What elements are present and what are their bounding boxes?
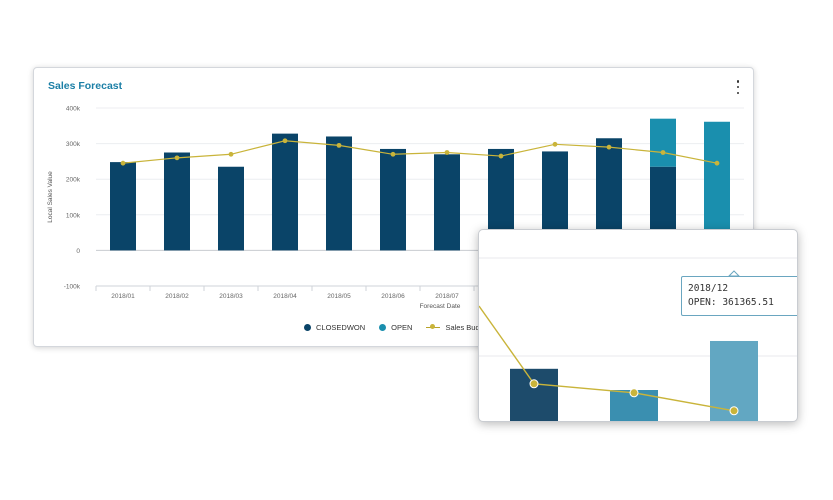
sales-budget-point <box>660 150 666 155</box>
legend-label-open: OPEN <box>391 322 413 332</box>
x-tick-label: 2018/02 <box>165 293 189 300</box>
chart-legend: CLOSEDWON OPEN Sales Budget <box>304 321 490 333</box>
zoom-sales-budget-point <box>529 379 539 389</box>
sales-budget-point <box>606 144 612 150</box>
sales-budget-point <box>444 150 450 155</box>
sales-budget-line <box>122 140 718 164</box>
sales-budget-point <box>174 155 180 161</box>
zoom-inset-panel: 2018/12 OPEN: 361365.51 <box>478 229 798 422</box>
legend-swatch-sales-budget <box>426 324 441 331</box>
zoom-sales-budget-point <box>629 388 639 398</box>
sales-budget-point <box>336 142 342 148</box>
tooltip-value: OPEN: 361365.51 <box>688 297 774 308</box>
bar-closedwon <box>434 154 460 251</box>
sales-budget-point <box>552 141 558 147</box>
y-tick-label: -100k <box>64 284 81 291</box>
legend-item-closedwon[interactable]: CLOSEDWON <box>304 323 365 332</box>
x-tick-label: 2018/04 <box>273 293 297 300</box>
bar-closedwon <box>164 152 190 251</box>
card-title: Sales Forecast <box>48 80 123 92</box>
bar-closedwon <box>380 148 406 251</box>
sales-budget-point <box>714 160 720 166</box>
y-tick-label: 200k <box>66 177 81 184</box>
legend-item-sales-budget[interactable]: Sales Budget <box>426 323 490 332</box>
bar-closedwon <box>326 136 352 251</box>
legend-swatch-closedwon <box>304 323 311 331</box>
zoom-bar-closedwon <box>510 368 558 421</box>
value-tooltip: 2018/12 OPEN: 361365.51 <box>681 276 797 316</box>
y-tick-label: 400k <box>66 106 81 113</box>
kebab-menu-icon[interactable] <box>733 80 743 94</box>
tooltip-category: 2018/12 <box>688 283 729 294</box>
zoom-sales-budget-point <box>729 406 739 416</box>
sales-budget-point <box>498 153 504 159</box>
sales-budget-point <box>120 160 126 166</box>
zoom-sales-budget-line <box>479 305 735 412</box>
bar-open <box>704 121 730 251</box>
y-tick-label: 300k <box>66 141 81 148</box>
sales-budget-point <box>390 151 396 157</box>
x-tick-label: 2018/06 <box>381 293 405 300</box>
bar-closedwon <box>272 133 298 251</box>
y-tick-label: 100k <box>66 212 81 219</box>
sales-forecast-card: Sales Forecast -100k 0 100k 200k 300k 400k 201… <box>33 67 754 347</box>
bar-closedwon <box>218 166 244 251</box>
x-tick-label: 2018/05 <box>327 293 351 300</box>
y-tick-label: 0 <box>76 248 80 255</box>
bar-open <box>650 118 676 167</box>
x-tick-label: 2018/07 <box>435 293 459 300</box>
zoom-chart <box>479 257 797 421</box>
x-axis-title: Forecast Date <box>420 303 461 310</box>
x-tick-label: 2018/03 <box>219 293 243 300</box>
legend-label-closedwon: CLOSEDWON <box>316 322 366 332</box>
bar-closedwon <box>110 162 136 251</box>
legend-swatch-open <box>379 323 387 331</box>
sales-budget-point <box>282 138 288 144</box>
sales-budget-point <box>228 151 234 157</box>
legend-label-sales-budget: Sales Budget <box>445 322 491 332</box>
legend-item-open[interactable]: OPEN <box>379 323 412 332</box>
main-chart: -100k 0 100k 200k 300k 400k 2018/01 2018/02 2018… <box>47 106 745 310</box>
y-axis-title: Local Sales Value <box>47 171 54 223</box>
x-tick-label: 2018/01 <box>111 293 135 300</box>
